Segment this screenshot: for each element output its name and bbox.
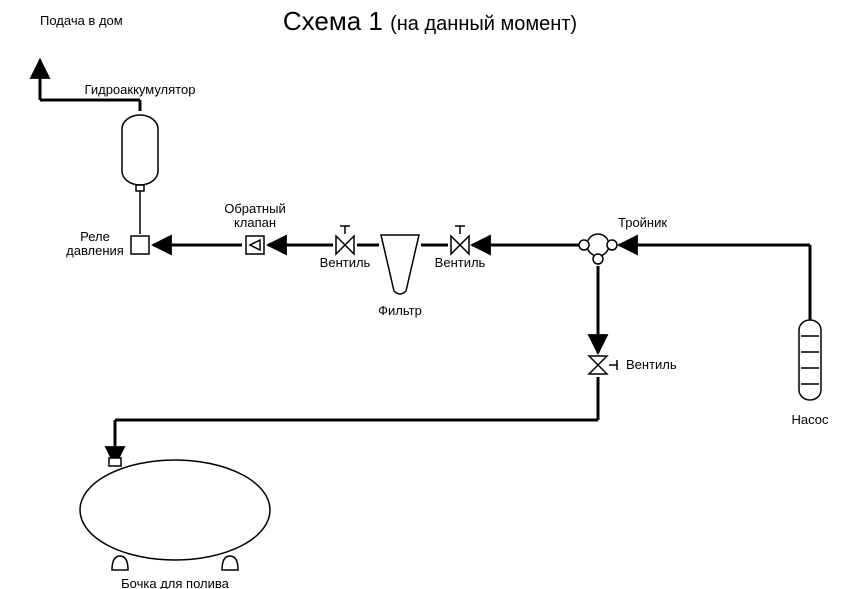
svg-text:Гидроаккумулятор: Гидроаккумулятор [85, 82, 196, 97]
pump [799, 320, 821, 400]
svg-text:Насос: Насос [792, 412, 829, 427]
tee [587, 234, 609, 256]
svg-text:Вентиль: Вентиль [320, 255, 371, 270]
svg-text:Вентиль: Вентиль [626, 357, 677, 372]
svg-text:Бочка для полива: Бочка для полива [121, 576, 229, 589]
svg-text:Фильтр: Фильтр [378, 303, 422, 318]
pressure-relay [131, 236, 149, 254]
svg-text:клапан: клапан [234, 215, 276, 230]
hydroaccumulator [122, 115, 158, 185]
filter [381, 235, 419, 294]
svg-text:Подача в дом: Подача в дом [40, 13, 123, 28]
svg-text:Реле: Реле [80, 229, 110, 244]
plumbing-diagram: Схема 1 (на данный момент) Подача в дом Ги… [0, 0, 859, 589]
svg-text:Вентиль: Вентиль [435, 255, 486, 270]
svg-text:Тройник: Тройник [618, 215, 667, 230]
svg-text:давления: давления [66, 243, 124, 258]
irrigation-barrel [80, 460, 270, 560]
title-main: Схема 1 (на данный момент) [283, 6, 577, 36]
svg-text:Обратный: Обратный [224, 201, 285, 216]
